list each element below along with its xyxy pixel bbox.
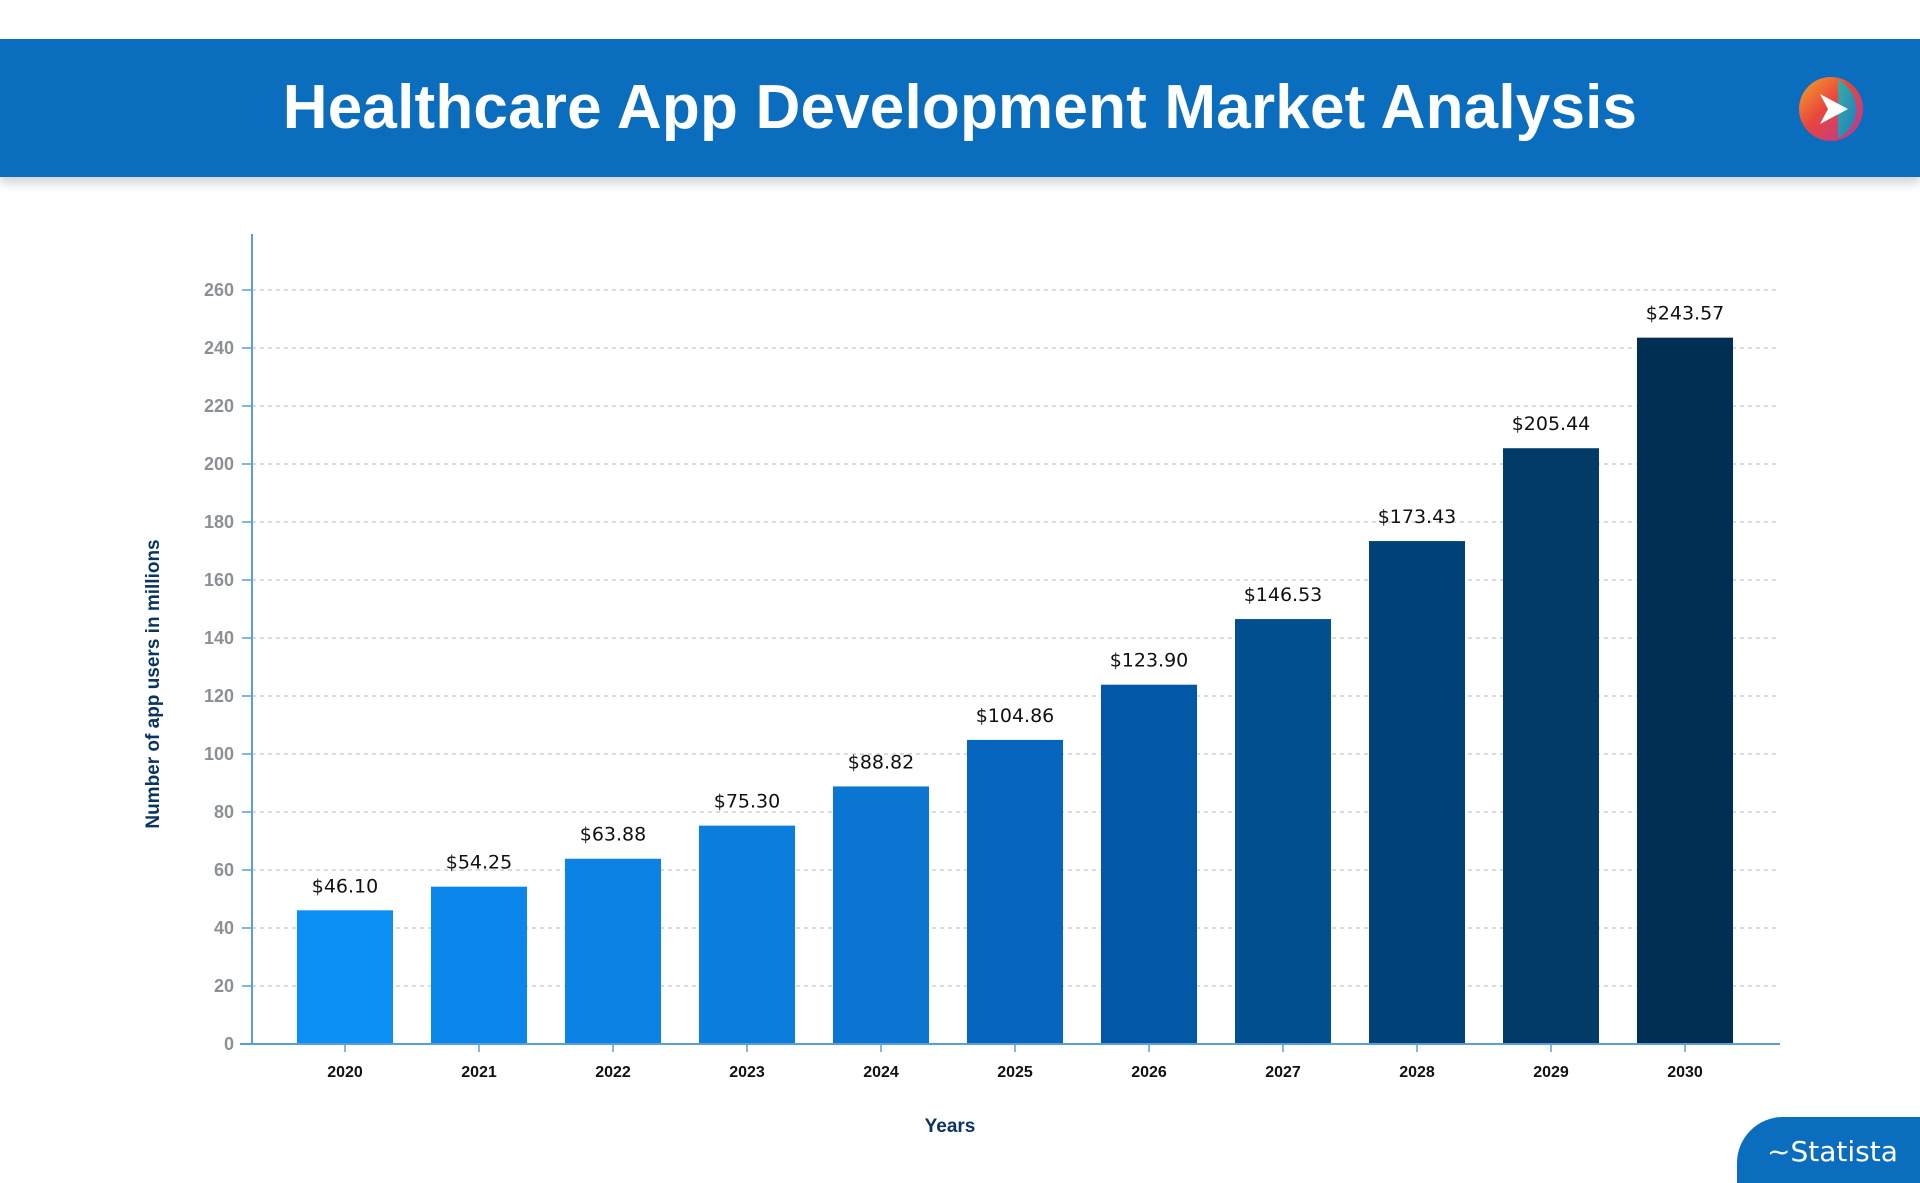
data-label: $173.43 bbox=[1378, 506, 1457, 528]
bar-2029 bbox=[1503, 448, 1599, 1044]
x-tick-label: 2022 bbox=[595, 1064, 631, 1081]
data-label: $46.10 bbox=[312, 875, 378, 897]
axes bbox=[240, 234, 1780, 1045]
y-tick-label: 120 bbox=[204, 686, 234, 706]
source-badge: ~Statista bbox=[1737, 1117, 1920, 1183]
source-label: ~Statista bbox=[1767, 1135, 1898, 1168]
y-tick-label: 180 bbox=[204, 512, 234, 532]
bar-2030 bbox=[1637, 337, 1733, 1045]
data-label: $104.86 bbox=[976, 705, 1055, 727]
bar-2024 bbox=[833, 786, 929, 1044]
data-label: $54.25 bbox=[446, 852, 512, 874]
y-tick-labels: 0 20 40 60 80 100 120 140 160 180 200 220 240 260 bbox=[204, 280, 252, 1054]
bar-2026 bbox=[1101, 684, 1197, 1044]
x-tick-label: 2026 bbox=[1131, 1064, 1167, 1081]
x-tick-label: 2024 bbox=[863, 1064, 899, 1081]
bar-2022 bbox=[565, 858, 661, 1044]
x-tick-label: 2023 bbox=[729, 1064, 765, 1081]
x-axis-title: Years bbox=[925, 1116, 976, 1137]
y-tick-label: 160 bbox=[204, 570, 234, 590]
x-tick-label: 2028 bbox=[1399, 1064, 1435, 1081]
y-tick-label: 20 bbox=[214, 976, 234, 996]
y-tick-label: 40 bbox=[214, 918, 234, 938]
y-tick-label: 80 bbox=[214, 802, 234, 822]
y-tick-label: 260 bbox=[204, 280, 234, 300]
data-labels: $46.10 $54.25 $63.88 $75.30 $88.82 $104.86 $12… bbox=[312, 303, 1725, 898]
data-label: $205.44 bbox=[1512, 413, 1591, 435]
page-title: Healthcare App Development Market Analys… bbox=[282, 73, 1638, 142]
bar-2020 bbox=[297, 910, 393, 1044]
x-tick-label: 2029 bbox=[1533, 1064, 1569, 1081]
x-tick-labels: 2020 2021 2022 2023 2024 2025 2026 2027 2028 2029… bbox=[327, 1044, 1703, 1081]
data-label: $123.90 bbox=[1110, 650, 1189, 672]
y-tick-label: 200 bbox=[204, 454, 234, 474]
data-label: $146.53 bbox=[1244, 584, 1323, 606]
header-bar: Healthcare App Development Market Analys… bbox=[0, 39, 1920, 177]
bar-2023 bbox=[699, 825, 795, 1044]
bar-2027 bbox=[1235, 619, 1331, 1044]
bar-2021 bbox=[431, 886, 527, 1044]
y-tick-label: 0 bbox=[224, 1034, 234, 1054]
bar-2025 bbox=[967, 739, 1063, 1044]
y-tick-label: 60 bbox=[214, 860, 234, 880]
x-tick-label: 2020 bbox=[327, 1064, 363, 1081]
play-arrow-logo-icon bbox=[1799, 77, 1863, 141]
data-label: $88.82 bbox=[848, 751, 914, 773]
bars bbox=[297, 337, 1733, 1045]
y-tick-label: 100 bbox=[204, 744, 234, 764]
x-tick-label: 2025 bbox=[997, 1064, 1033, 1081]
bar-2028 bbox=[1369, 541, 1465, 1044]
x-tick-label: 2027 bbox=[1265, 1064, 1301, 1081]
data-label: $75.30 bbox=[714, 791, 780, 813]
y-tick-label: 240 bbox=[204, 338, 234, 358]
y-tick-label: 140 bbox=[204, 628, 234, 648]
y-tick-label: 220 bbox=[204, 396, 234, 416]
data-label: $243.57 bbox=[1646, 303, 1725, 325]
x-tick-label: 2030 bbox=[1667, 1064, 1703, 1081]
y-axis-title: Number of app users in millions bbox=[143, 539, 164, 828]
x-tick-label: 2021 bbox=[461, 1064, 497, 1081]
data-label: $63.88 bbox=[580, 824, 646, 846]
